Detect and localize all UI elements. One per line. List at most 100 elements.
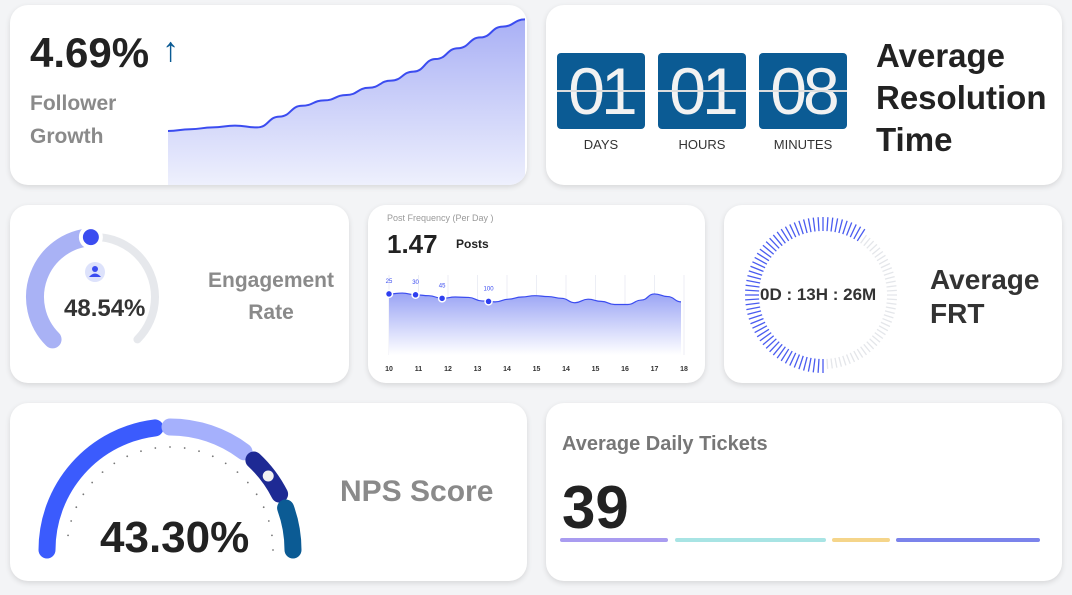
gauge-dot	[211, 455, 214, 458]
data-point[interactable]	[484, 297, 493, 306]
ring-tick	[780, 228, 790, 242]
gauge-dot	[113, 462, 116, 465]
ring-tick	[754, 256, 768, 265]
frt-card: 0D : 13H : 26M Average FRT	[724, 205, 1062, 383]
ring-tick	[746, 279, 761, 284]
ring-tick	[748, 270, 763, 276]
ring-tick	[754, 325, 768, 334]
ring-tick	[883, 314, 894, 319]
ring-tick	[776, 231, 786, 244]
sparkline-line	[167, 18, 526, 132]
flip-divider	[557, 90, 645, 92]
x-tick-label: 18	[680, 366, 688, 373]
engagement-gauge	[26, 225, 159, 349]
ring-tick	[871, 247, 881, 255]
ring-tick	[856, 348, 864, 358]
x-tick-label: 15	[533, 366, 541, 373]
flip-minutes: 08	[759, 53, 847, 129]
x-tick-label: 15	[592, 366, 600, 373]
ring-tick	[882, 267, 893, 273]
ring-tick	[884, 275, 895, 280]
ring-tick	[869, 338, 878, 347]
ring-tick	[759, 332, 772, 342]
ring-tick	[812, 358, 816, 373]
ring-tick	[765, 241, 777, 252]
ring-tick	[793, 354, 801, 368]
ring-tick	[842, 220, 848, 235]
ring-tick	[793, 222, 801, 236]
ring-tick	[883, 271, 894, 276]
ring-tick	[750, 265, 764, 273]
ring-tick	[759, 248, 772, 258]
ring-tick	[826, 217, 829, 232]
ring-tick	[869, 243, 878, 252]
ring-tick	[762, 244, 775, 255]
ring-tick	[765, 338, 777, 349]
ring-tick	[834, 357, 838, 368]
gauge-dot	[255, 493, 258, 496]
daily-tickets-card: Average Daily Tickets 39	[546, 403, 1062, 581]
ring-tick	[878, 258, 889, 265]
engagement-label: Engagement Rate	[207, 269, 335, 324]
resolution-time-title: Average Resolution Time	[876, 37, 1047, 158]
x-tick-label: 16	[621, 366, 629, 373]
ticket-bar-segment	[832, 538, 890, 542]
engagement-knob	[78, 225, 103, 250]
ring-tick	[886, 302, 897, 305]
nps-card: 43.30% NPS Score	[10, 403, 527, 581]
nps-knob[interactable]	[262, 470, 274, 482]
point-label: 30	[412, 280, 419, 286]
x-tick-label: 13	[474, 366, 482, 373]
ring-tick	[880, 262, 891, 269]
unit-label: MINUTES	[773, 137, 833, 152]
ring-tick	[747, 274, 762, 280]
x-tick-label: 11	[415, 366, 423, 373]
ring-tick	[830, 217, 834, 232]
ring-tick	[849, 352, 856, 363]
nps-segment	[277, 499, 302, 559]
flip-divider	[759, 90, 847, 92]
point-label: 45	[439, 283, 446, 289]
x-tick-label: 14	[562, 366, 570, 373]
data-point[interactable]	[384, 289, 394, 299]
data-point[interactable]	[437, 294, 447, 303]
gauge-dot	[267, 520, 270, 522]
gauge-dot	[224, 462, 227, 465]
ring-tick	[853, 226, 862, 240]
area-fill	[389, 293, 681, 355]
ring-tick	[886, 285, 897, 288]
ring-tick	[860, 234, 868, 244]
frt-value: 0D : 13H : 26M	[760, 285, 877, 304]
ring-tick	[885, 306, 896, 310]
ring-tick	[745, 284, 760, 288]
ring-tick	[769, 237, 780, 249]
ring-tick	[784, 350, 793, 364]
nps-label: NPS Score	[340, 475, 494, 508]
ring-tick	[886, 298, 897, 301]
data-point[interactable]	[411, 290, 420, 300]
follower-growth-label: Follower Growth	[30, 92, 117, 148]
gauge-dot	[262, 506, 265, 509]
ring-tick	[876, 328, 886, 336]
resolution-time-card: 01 DAYS 01 HOURS 08 MINUTES Average Resolutio…	[546, 5, 1062, 185]
ring-tick	[789, 352, 797, 366]
post-frequency-chart: 10 11 12 13 14 15 14 15 16 17 18 25 30 45 100	[384, 275, 688, 373]
ring-tick	[863, 237, 871, 247]
ring-tick	[798, 355, 804, 370]
ring-tick	[798, 220, 804, 235]
ring-tick	[752, 261, 766, 269]
ring-tick	[845, 222, 853, 236]
follower-growth-sparkline	[167, 18, 526, 185]
daily-tickets-value: 39	[562, 474, 629, 541]
ring-tick	[856, 228, 866, 242]
follower-growth-value: 4.69%	[30, 29, 150, 76]
gauge-dot	[140, 450, 142, 453]
ring-tick	[860, 346, 868, 356]
ring-tick	[772, 343, 783, 356]
ring-tick	[871, 335, 881, 343]
nps-gauge	[38, 418, 302, 559]
ring-tick	[830, 358, 833, 369]
flip-hours: 01	[658, 53, 746, 129]
ring-tick	[784, 226, 793, 240]
ring-tick	[748, 314, 763, 320]
